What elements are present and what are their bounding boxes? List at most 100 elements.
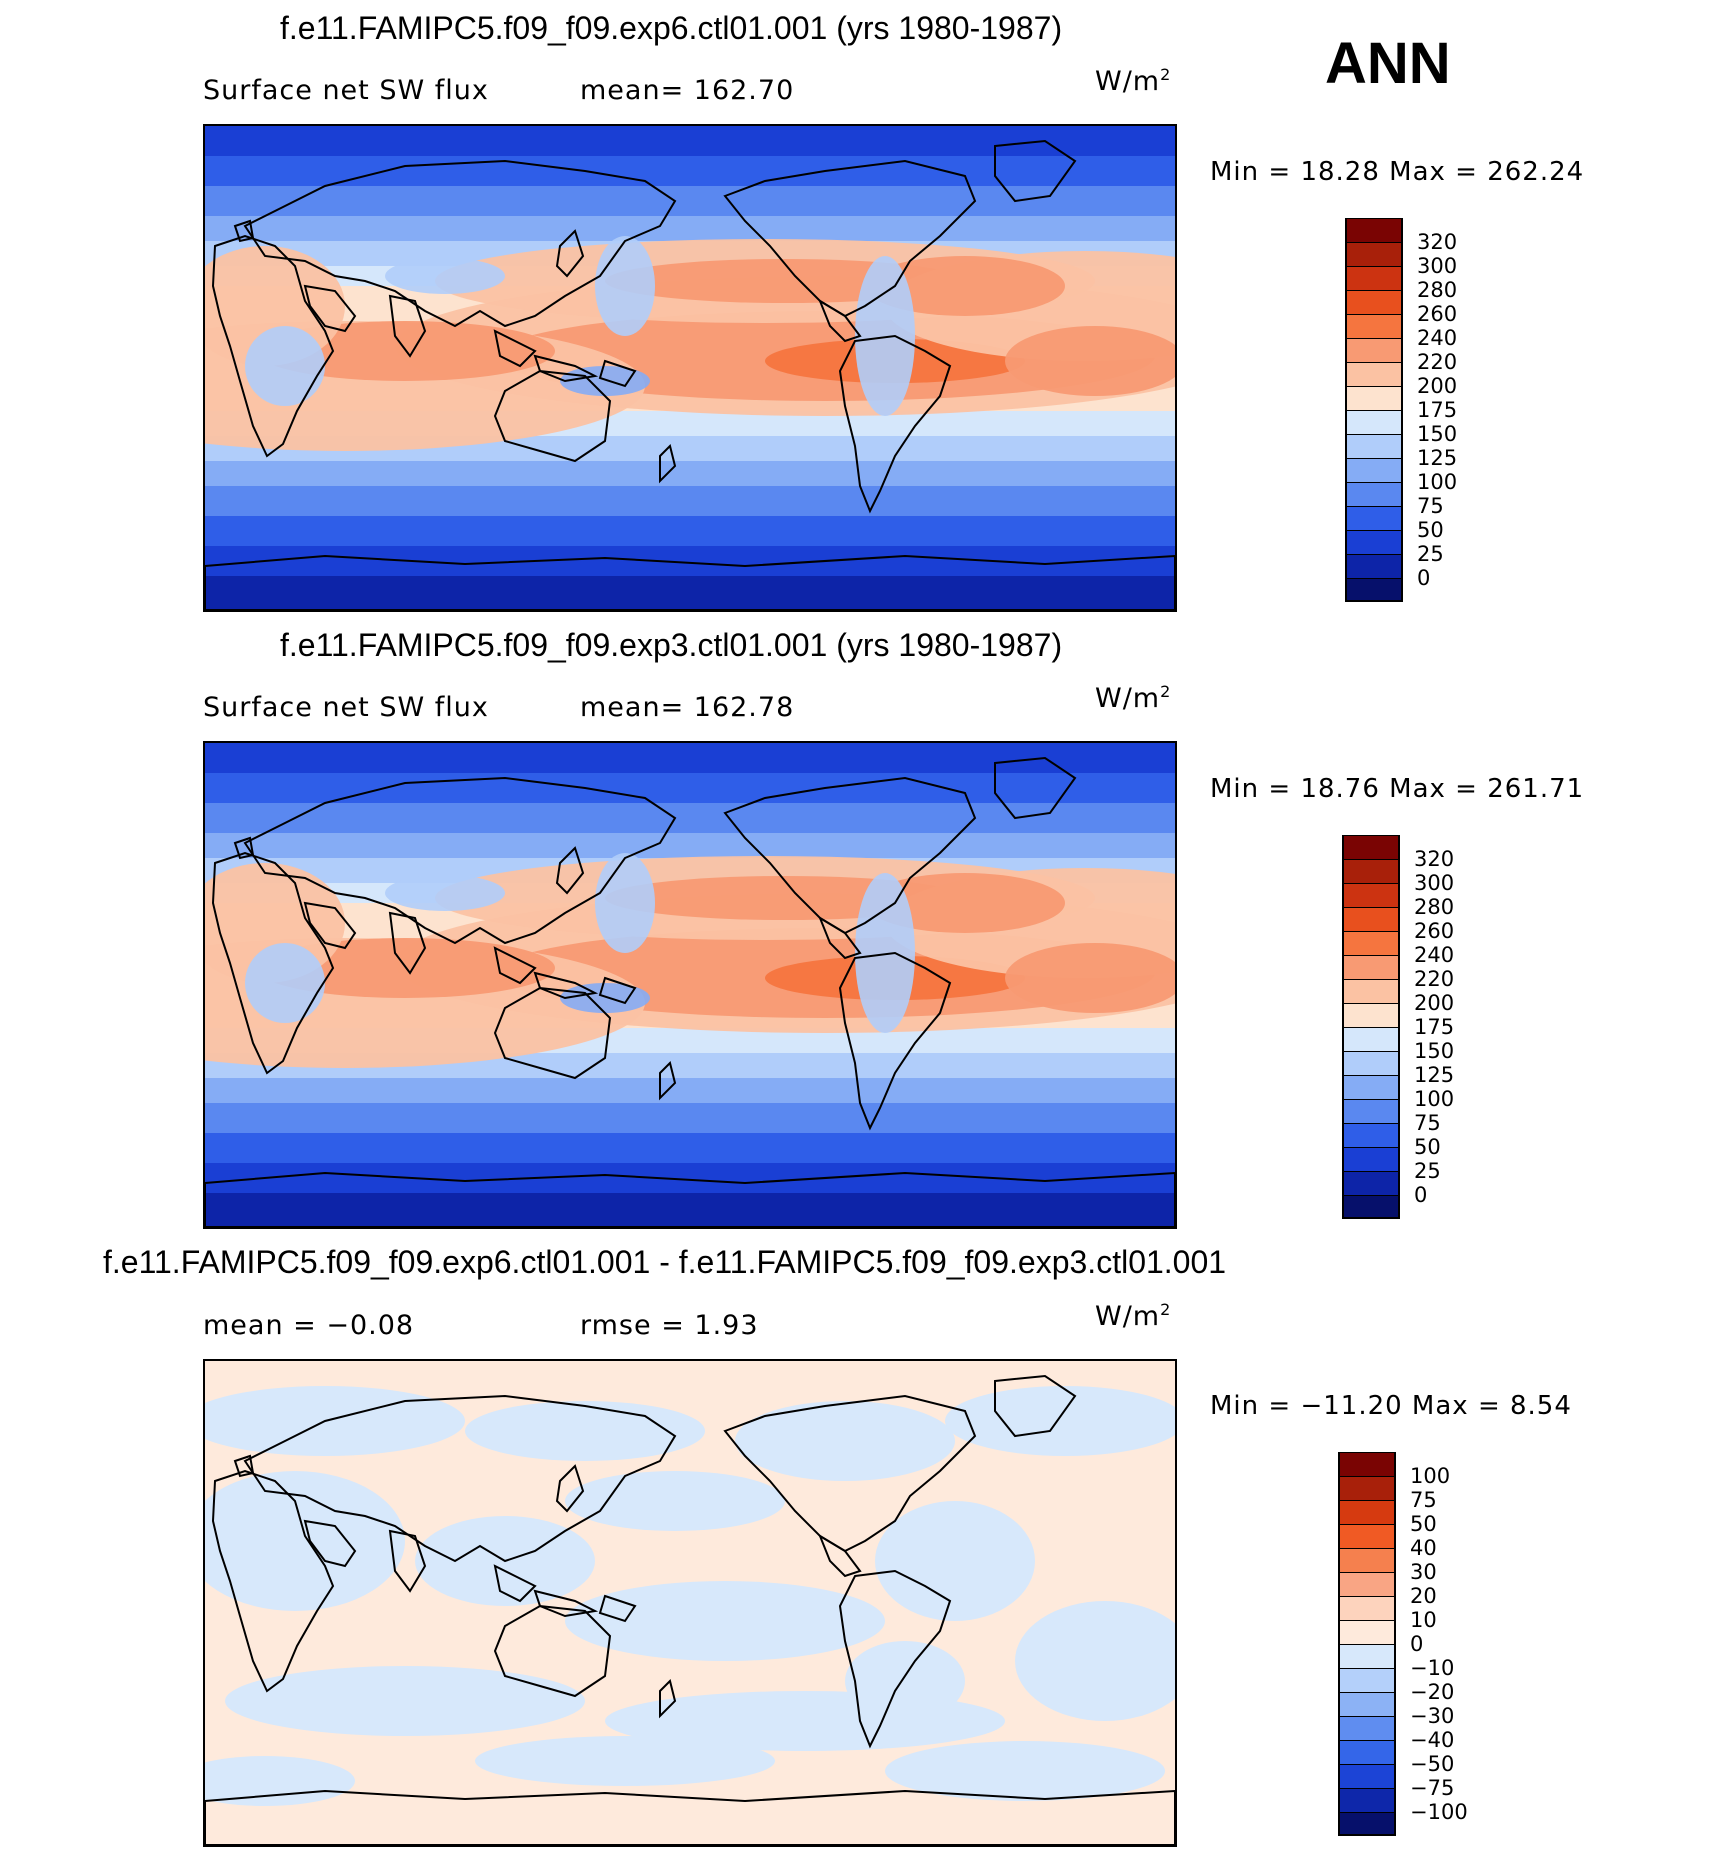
contour-patch [845, 1641, 965, 1721]
contour-blob [385, 875, 505, 911]
contour-band [205, 1103, 1175, 1133]
colorbar-swatch [1338, 1500, 1396, 1524]
colorbar-tick-label: 30 [1410, 1560, 1437, 1584]
contour-blob [1005, 943, 1175, 1013]
contour-patch [885, 1741, 1165, 1801]
coastline [205, 1789, 1175, 1845]
coastline [555, 229, 585, 278]
colorbar-swatch [1338, 1716, 1396, 1740]
colorbar-swatch [1345, 242, 1403, 266]
colorbar-tick-label: 150 [1414, 1039, 1455, 1063]
contour-band [205, 126, 1175, 156]
coastline [659, 444, 677, 484]
colorbar-swatch [1342, 1099, 1400, 1123]
colorbar-swatch [1338, 1812, 1396, 1836]
contour-patch [205, 1471, 405, 1611]
coastline [303, 901, 357, 950]
colorbar-tick-label: 240 [1414, 943, 1455, 967]
colorbar-tick-label: 0 [1410, 1632, 1424, 1656]
coastline [555, 846, 585, 895]
contour-blob [560, 366, 650, 396]
colorbar-swatch [1338, 1644, 1396, 1668]
colorbar-tick-label: −10 [1410, 1656, 1455, 1680]
coastline [838, 951, 952, 1131]
colorbar-swatch [1345, 266, 1403, 290]
coastline [205, 554, 1175, 610]
colorbar-tick-label: 175 [1414, 1015, 1455, 1039]
colorbar-swatch [1342, 907, 1400, 931]
panel-1-mean-label: mean= 162.70 [580, 75, 795, 106]
coastline [493, 1564, 537, 1603]
colorbar-swatch [1338, 1668, 1396, 1692]
colorbar-tick-label: −100 [1410, 1800, 1468, 1824]
coastline [388, 911, 427, 975]
contour-band [205, 156, 1175, 186]
colorbar-swatch [1345, 218, 1403, 242]
panel-2-contour-map [205, 743, 1175, 1227]
contour-band [205, 186, 1175, 216]
coastline [493, 369, 612, 463]
contour-band [205, 773, 1175, 803]
contour-band [205, 803, 1175, 833]
contour-band [205, 1163, 1175, 1193]
panel-3-units: W/m2 [1095, 1300, 1172, 1332]
contour-blob [560, 983, 650, 1013]
colorbar-swatch [1342, 1003, 1400, 1027]
contour-patch [565, 1471, 785, 1531]
colorbar-swatch [1345, 290, 1403, 314]
colorbar-swatch [1338, 1476, 1396, 1500]
panel-1-minmax: Min = 18.28 Max = 262.24 [1210, 157, 1585, 187]
coastline [533, 971, 599, 1000]
colorbar-tick-label: 150 [1417, 422, 1458, 446]
panel-3-map [203, 1359, 1177, 1847]
colorbar-swatch [1342, 931, 1400, 955]
colorbar-swatch [1338, 1596, 1396, 1620]
colorbar-swatch [1345, 578, 1403, 602]
colorbar-tick-label: 75 [1410, 1488, 1437, 1512]
contour-blob [245, 326, 325, 406]
colorbar-tick-label: 0 [1414, 1183, 1428, 1207]
coastline [723, 1394, 977, 1553]
contour-blob [855, 256, 915, 416]
contour-blob [855, 873, 915, 1033]
colorbar-tick-label: 200 [1417, 374, 1458, 398]
colorbar-tick-label: 10 [1410, 1608, 1437, 1632]
colorbar-swatch [1342, 1147, 1400, 1171]
colorbar-tick-label: 50 [1414, 1135, 1441, 1159]
panel-1-title: f.e11.FAMIPC5.f09_f09.exp6.ctl01.001 (yr… [280, 10, 1063, 46]
colorbar-tick-label: 175 [1417, 398, 1458, 422]
contour-band [205, 546, 1175, 576]
colorbar-tick-label: 240 [1417, 326, 1458, 350]
contour-patch [735, 1401, 955, 1481]
panel-1-variable-label: Surface net SW flux [203, 75, 489, 106]
colorbar-tick-label: 50 [1410, 1512, 1437, 1536]
coastline [994, 756, 1077, 820]
contour-band [205, 216, 1175, 241]
panel-1-contour-map [205, 126, 1175, 610]
colorbar-tick-label: 75 [1414, 1111, 1441, 1135]
coastline [493, 1604, 612, 1698]
colorbar-tick-label: −50 [1410, 1752, 1455, 1776]
panel-2-title: f.e11.FAMIPC5.f09_f09.exp3.ctl01.001 (yr… [280, 627, 1063, 663]
coastline [598, 976, 637, 1005]
panel-3-mean-label: mean = −0.08 [203, 1310, 415, 1341]
coastline [243, 776, 677, 945]
contour-band [205, 486, 1175, 516]
contour-patch [565, 1581, 885, 1661]
coastline [388, 294, 427, 358]
contour-blob [595, 236, 655, 336]
coastline [723, 776, 977, 935]
coastline [659, 1679, 677, 1719]
colorbar-tick-label: −20 [1410, 1680, 1455, 1704]
coastline [533, 354, 599, 383]
colorbar-swatch [1338, 1788, 1396, 1812]
coastline [303, 1519, 357, 1568]
coastline [817, 298, 862, 343]
colorbar-tick-label: 320 [1417, 230, 1458, 254]
coastline [838, 1569, 952, 1749]
colorbar-swatch [1345, 434, 1403, 458]
panel-3-minmax: Min = −11.20 Max = 8.54 [1210, 1391, 1572, 1421]
coastline [994, 1374, 1077, 1438]
colorbar-tick-label: 320 [1414, 847, 1455, 871]
contour-band [205, 1078, 1175, 1103]
